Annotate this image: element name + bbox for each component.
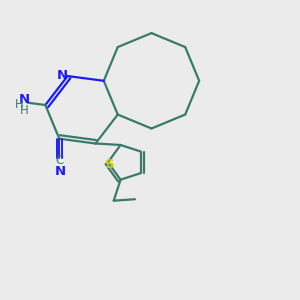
Text: H: H — [15, 98, 23, 111]
Text: N: N — [19, 93, 30, 106]
Text: S: S — [106, 158, 115, 171]
Text: C: C — [56, 154, 64, 167]
Text: H: H — [20, 104, 29, 117]
Text: N: N — [54, 165, 65, 178]
Text: N: N — [57, 69, 68, 82]
